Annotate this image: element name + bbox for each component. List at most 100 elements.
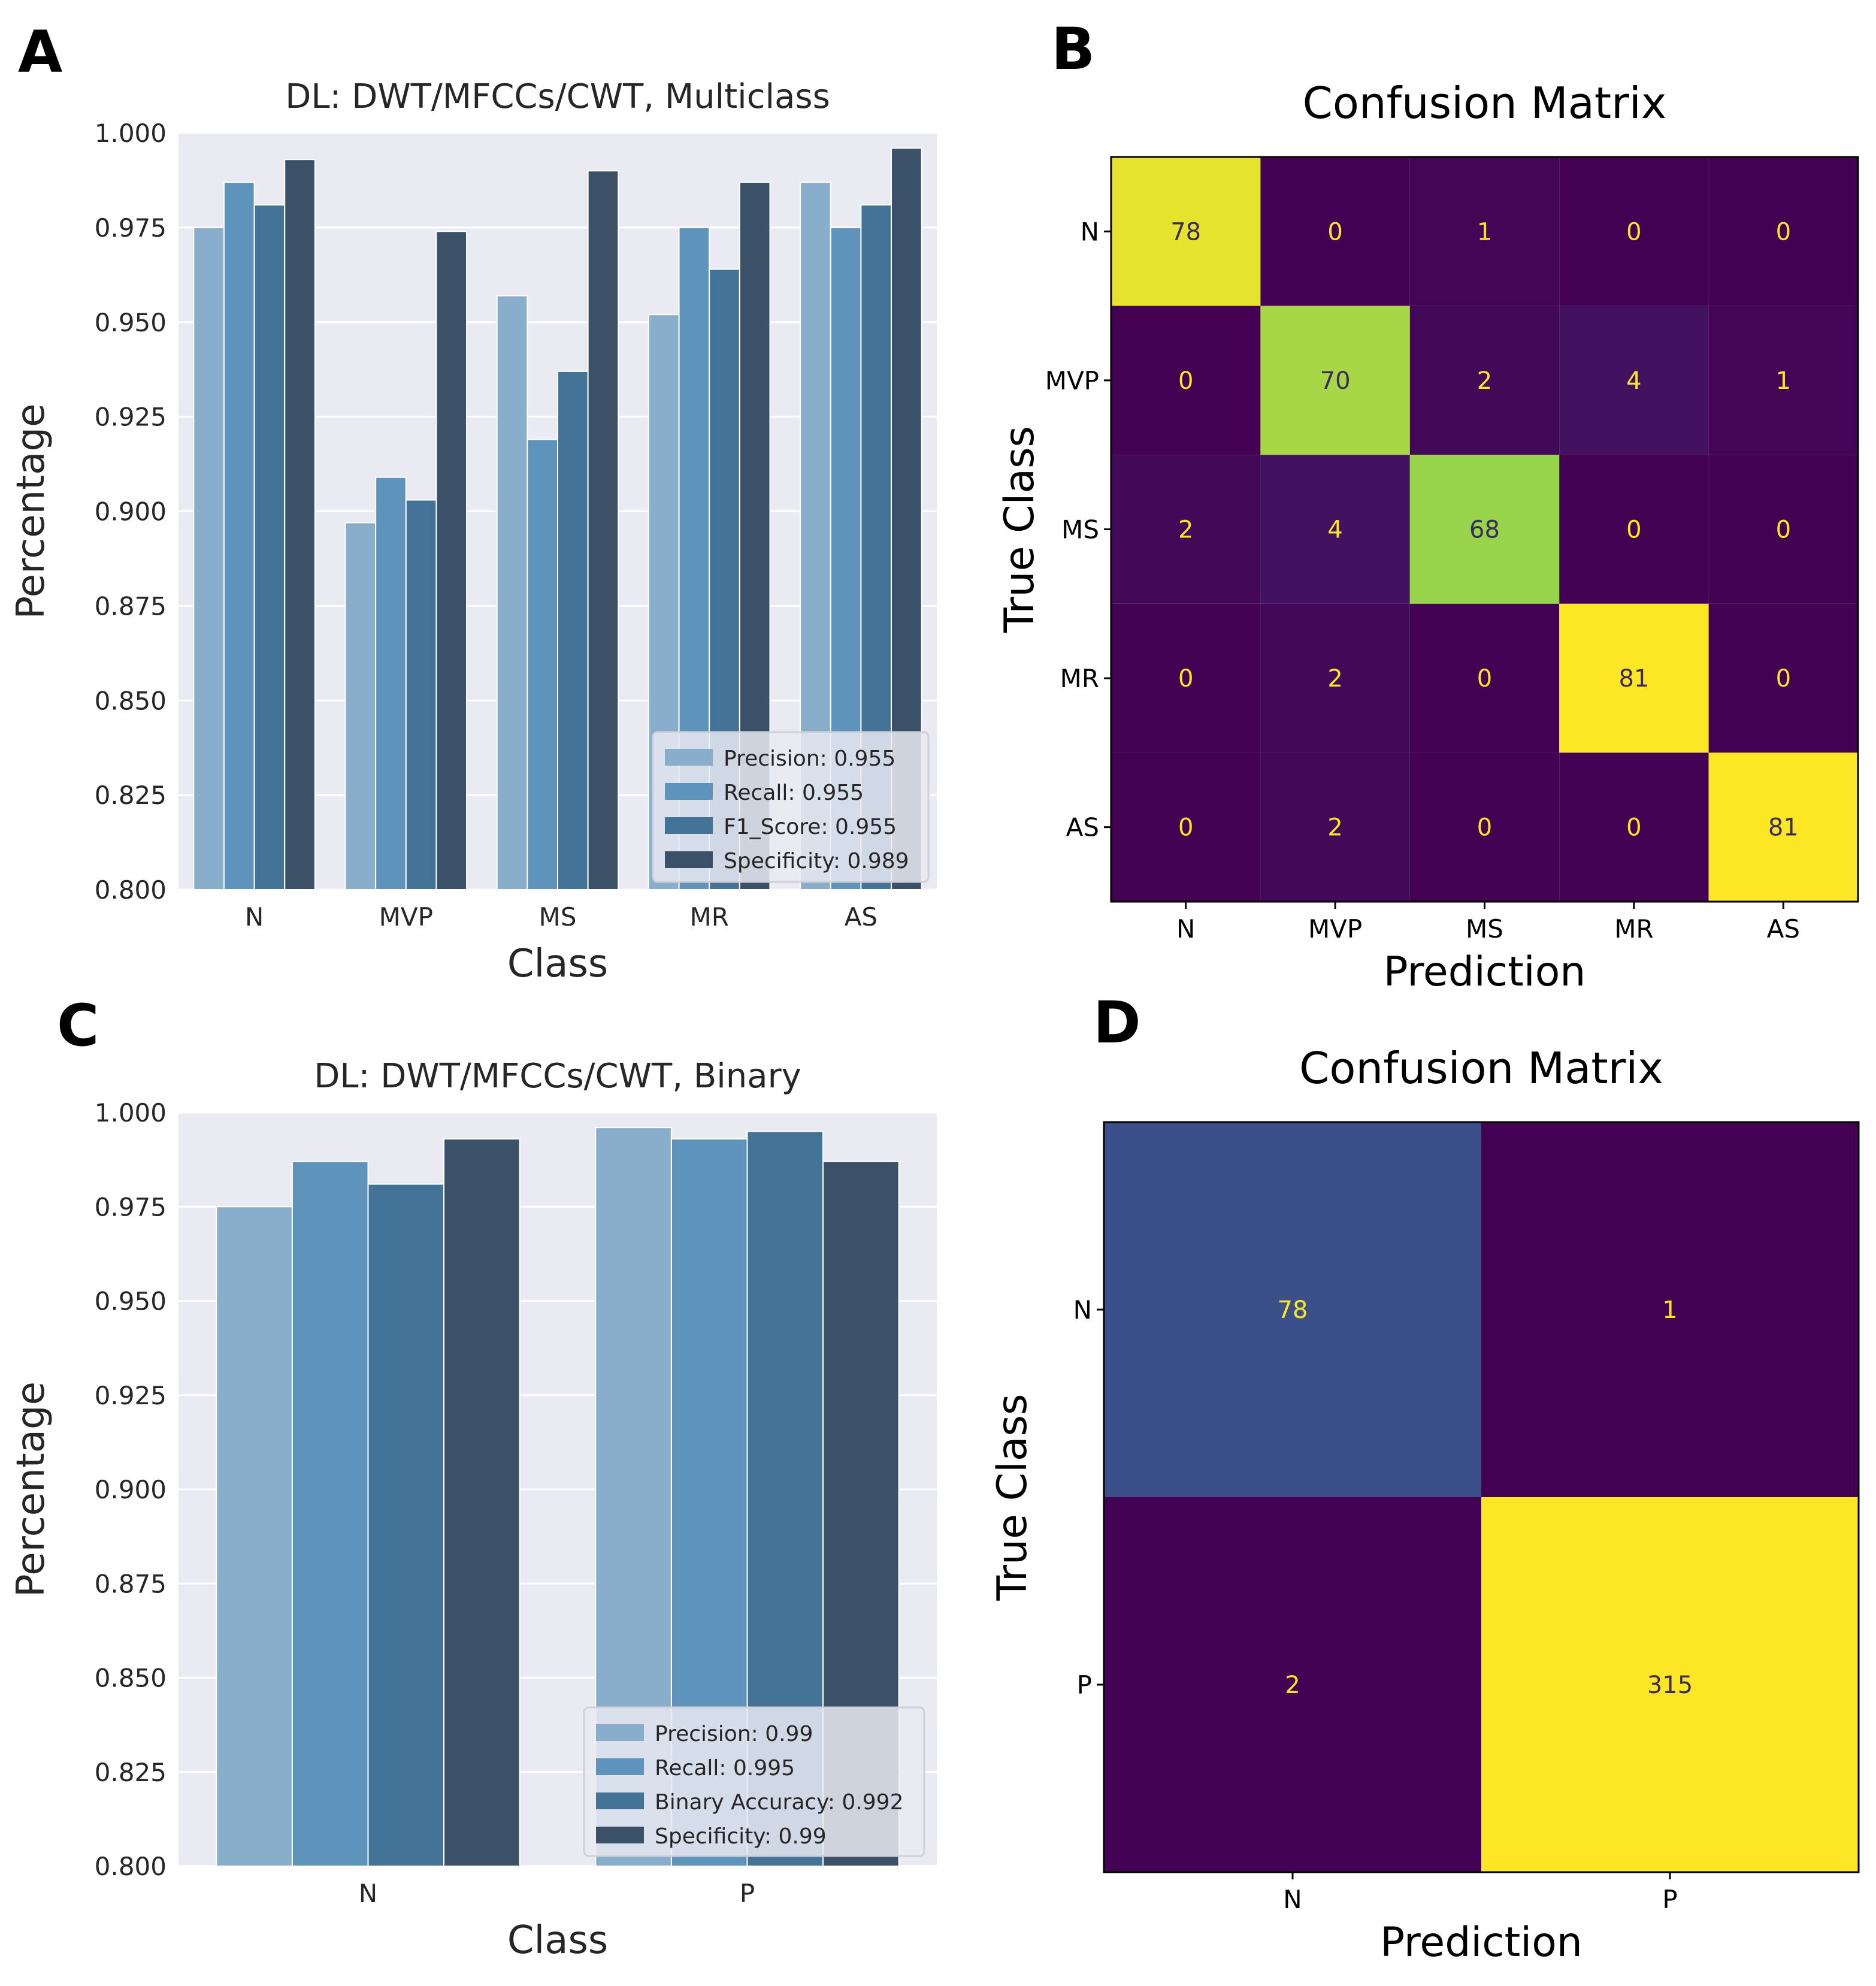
matrix-cell	[1559, 752, 1709, 902]
cell-value: 2	[1285, 1671, 1300, 1699]
cell-value: 0	[1776, 665, 1791, 693]
matrix-cell	[1708, 455, 1858, 604]
matrix-cell	[1111, 752, 1261, 902]
legend-swatch	[665, 817, 713, 834]
cell-value: 0	[1776, 516, 1791, 544]
x-tick-label: MR	[689, 902, 728, 932]
cell-value: 68	[1469, 516, 1500, 544]
panel-letter-d: D	[1093, 989, 1141, 1056]
y-tick-label: N	[1073, 1295, 1092, 1325]
y-tick-label: 1.000	[95, 1098, 167, 1127]
y-tick-label: N	[1081, 217, 1099, 246]
cell-value: 0	[1626, 218, 1641, 246]
x-axis-label: Class	[507, 1918, 608, 1963]
y-tick-label: MVP	[1045, 366, 1099, 395]
legend-box	[652, 731, 930, 883]
x-tick-label: N	[1176, 914, 1195, 944]
bar	[375, 476, 407, 890]
bar-chart-binary: 0.800 0.825 0.850 0.875 0.900 0.925 0.950 0.975…	[9, 1057, 937, 1963]
cell-value: 81	[1618, 665, 1649, 693]
legend-swatch	[596, 1758, 644, 1775]
panel-letter-c: C	[57, 992, 99, 1059]
cell-value: 315	[1647, 1671, 1693, 1699]
legend-swatch	[665, 749, 713, 766]
bar	[587, 170, 619, 890]
cell-value: 4	[1626, 367, 1641, 395]
matrix-cell	[1111, 306, 1261, 455]
cell-value: 4	[1327, 516, 1342, 544]
matrix-cell	[1708, 603, 1858, 753]
panel-letter-b: B	[1051, 16, 1095, 83]
matrix-cell	[1260, 752, 1410, 902]
cell-value: 1	[1477, 218, 1492, 246]
y-axis-label: Percentage	[9, 1382, 53, 1597]
chart-title: DL: DWT/MFCCs/CWT, Multiclass	[285, 77, 830, 116]
matrix-cell	[1260, 603, 1410, 753]
confusion-matrix-multiclass: 78 0 1 0 0 0 70 2 4 1 2 4 68 0 0 0 2 0 81 0 0 2 0 0 81 N N MVP MVP MS…	[996, 78, 1859, 996]
matrix-cell	[1708, 157, 1858, 306]
matrix-cell	[1409, 306, 1560, 455]
matrix-frame	[1103, 1121, 1860, 1873]
matrix-cell	[1260, 455, 1410, 604]
matrix-cell	[1104, 1122, 1481, 1497]
matrix-cell	[1559, 157, 1709, 306]
x-tick-label: MR	[1614, 914, 1653, 944]
x-tick-label: AS	[1767, 914, 1800, 944]
y-tick-label: 0.975	[95, 1192, 167, 1222]
matrix-cell	[1481, 1497, 1859, 1872]
y-tick-label: 0.825	[95, 1758, 167, 1787]
bar-chart-multiclass: 0.800 0.825 0.850 0.875 0.900 0.925 0.950 0.975…	[9, 77, 937, 986]
x-tick-label: MS	[1466, 914, 1503, 944]
matrix-cell	[1409, 157, 1560, 306]
matrix-cell	[1111, 157, 1261, 306]
matrix-cell	[1559, 603, 1709, 753]
x-tick-label: MVP	[1308, 914, 1362, 944]
confusion-matrix-binary: 78 1 2 315 N N P P Confusion Matrix Prediction Tru…	[989, 1043, 1860, 1966]
cell-value: 81	[1768, 814, 1799, 842]
cell-value: 1	[1662, 1296, 1677, 1324]
cell-value: 70	[1320, 367, 1351, 395]
y-tick-label: 0.850	[95, 1664, 167, 1693]
matrix-cell	[1260, 306, 1410, 455]
cell-value: 0	[1477, 814, 1492, 842]
bar	[344, 522, 377, 890]
cell-value: 78	[1278, 1296, 1308, 1324]
cell-value: 2	[1327, 814, 1342, 842]
y-tick-label: 0.900	[95, 497, 167, 527]
legend-label: Specificity: 0.99	[655, 1824, 827, 1849]
bar	[216, 1206, 293, 1867]
y-tick-label: 0.950	[95, 1287, 167, 1316]
x-axis-label: Prediction	[1380, 1919, 1583, 1966]
x-axis-label: Class	[507, 942, 608, 986]
cell-value: 2	[1178, 516, 1193, 544]
cell-value: 0	[1776, 218, 1791, 246]
cell-value: 2	[1477, 367, 1492, 395]
legend-swatch	[665, 783, 713, 800]
bar	[284, 159, 316, 891]
y-tick-label: 0.925	[95, 403, 167, 432]
y-tick-label: 1.000	[95, 119, 167, 148]
y-tick-label: P	[1077, 1670, 1092, 1700]
bar	[496, 295, 528, 891]
y-tick-label: 0.925	[95, 1381, 167, 1410]
legend-label: Recall: 0.995	[655, 1756, 795, 1781]
matrix-cell	[1559, 455, 1709, 604]
x-tick-label: AS	[845, 902, 878, 932]
matrix-cell	[1409, 752, 1560, 902]
x-tick-label: N	[1283, 1885, 1302, 1914]
bar	[435, 231, 468, 891]
bar	[527, 439, 558, 890]
legend-swatch	[596, 1827, 644, 1843]
y-tick-label: AS	[1066, 813, 1099, 842]
y-tick-label: 0.900	[95, 1475, 167, 1504]
matrix-cell	[1409, 455, 1560, 604]
y-axis-label: True Class	[989, 1394, 1036, 1601]
matrix-cell	[1559, 306, 1709, 455]
bar	[405, 499, 437, 890]
chart-title: Confusion Matrix	[1303, 78, 1667, 128]
cell-value: 1	[1776, 367, 1791, 395]
y-tick-label: MR	[1060, 664, 1099, 693]
x-tick-label: MS	[539, 902, 577, 932]
legend-box	[583, 1706, 925, 1857]
y-axis-label: Percentage	[9, 403, 53, 619]
